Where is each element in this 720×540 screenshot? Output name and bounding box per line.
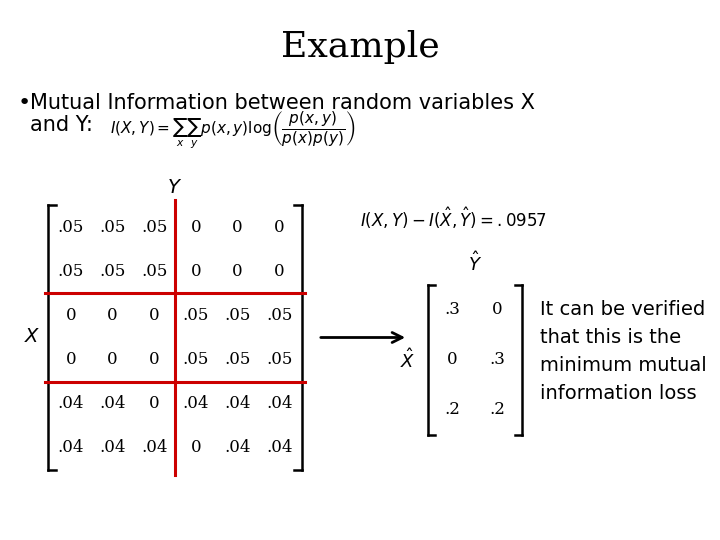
- Text: .05: .05: [266, 351, 292, 368]
- Text: .05: .05: [58, 219, 84, 235]
- Text: .3: .3: [490, 352, 505, 368]
- Text: $Y$: $Y$: [168, 179, 183, 197]
- Text: 0: 0: [66, 307, 76, 324]
- Text: Example: Example: [281, 30, 439, 64]
- Text: 0: 0: [447, 352, 458, 368]
- Text: .04: .04: [266, 440, 292, 456]
- Text: .05: .05: [99, 263, 126, 280]
- Text: $I(X,Y)-I(\hat{X},\hat{Y})=.0957$: $I(X,Y)-I(\hat{X},\hat{Y})=.0957$: [360, 205, 546, 231]
- Text: Mutual Information between random variables X: Mutual Information between random variab…: [30, 93, 535, 113]
- Text: 0: 0: [107, 351, 118, 368]
- Text: 0: 0: [66, 351, 76, 368]
- Text: and Y:: and Y:: [30, 115, 93, 135]
- Text: 0: 0: [232, 263, 243, 280]
- Text: 0: 0: [274, 263, 284, 280]
- Text: 0: 0: [149, 307, 159, 324]
- Text: .05: .05: [183, 307, 209, 324]
- Text: 0: 0: [191, 440, 201, 456]
- Text: $X$: $X$: [24, 328, 40, 347]
- Text: .05: .05: [141, 219, 167, 235]
- Text: .05: .05: [183, 351, 209, 368]
- Text: .05: .05: [58, 263, 84, 280]
- Text: .05: .05: [99, 219, 126, 235]
- Text: .05: .05: [225, 307, 251, 324]
- Text: .2: .2: [444, 402, 460, 418]
- Text: .05: .05: [266, 307, 292, 324]
- Text: .04: .04: [99, 395, 126, 412]
- Text: .04: .04: [141, 440, 168, 456]
- Text: •: •: [18, 93, 31, 113]
- Text: 0: 0: [149, 351, 159, 368]
- Text: $I(X,Y)=\sum_x\sum_y p(x,y)\log\!\left(\dfrac{p(x,y)}{p(x)p(y)}\right)$: $I(X,Y)=\sum_x\sum_y p(x,y)\log\!\left(\…: [110, 110, 355, 151]
- Text: .04: .04: [224, 395, 251, 412]
- Text: 0: 0: [191, 219, 201, 235]
- Text: .3: .3: [444, 301, 460, 319]
- Text: .05: .05: [141, 263, 167, 280]
- Text: .05: .05: [225, 351, 251, 368]
- Text: It can be verified
that this is the
minimum mutual
information loss: It can be verified that this is the mini…: [540, 300, 707, 403]
- Text: .04: .04: [99, 440, 126, 456]
- Text: .04: .04: [58, 440, 84, 456]
- Text: 0: 0: [492, 301, 503, 319]
- Text: 0: 0: [274, 219, 284, 235]
- Text: .04: .04: [183, 395, 209, 412]
- Text: $\hat{Y}$: $\hat{Y}$: [468, 251, 482, 275]
- Text: 0: 0: [149, 395, 159, 412]
- Text: 0: 0: [107, 307, 118, 324]
- Text: .04: .04: [224, 440, 251, 456]
- Text: .2: .2: [490, 402, 505, 418]
- Text: .04: .04: [58, 395, 84, 412]
- Text: $\hat{X}$: $\hat{X}$: [400, 348, 415, 372]
- Text: 0: 0: [191, 263, 201, 280]
- Text: .04: .04: [266, 395, 292, 412]
- Text: 0: 0: [232, 219, 243, 235]
